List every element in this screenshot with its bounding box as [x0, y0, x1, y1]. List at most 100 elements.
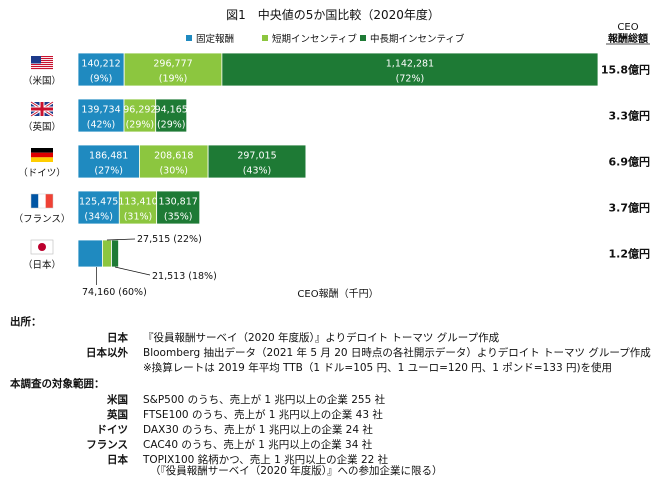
- flag-stripe: [31, 64, 53, 66]
- bar-value-label: 21,513 (18%): [152, 271, 217, 282]
- bar-segment: [77, 239, 103, 268]
- source-heading: 出所：: [10, 316, 42, 328]
- bar-value-label: 113,410: [118, 197, 157, 208]
- bar-percent-label: (29%): [157, 120, 186, 131]
- scope-key: 英国: [107, 409, 128, 421]
- chart-row: （ドイツ） 186,481 (27%) 208,618 (30%) 297,015 (43%…: [18, 144, 651, 179]
- bar-percent-label: (35%): [164, 212, 193, 223]
- scope-text: FTSE100 のうち、売上が 1 兆円以上の企業 43 社: [143, 409, 383, 421]
- country-label: （フランス）: [14, 213, 71, 225]
- flag-stripe: [31, 60, 53, 62]
- bar-segment: [77, 190, 120, 225]
- flag-band: [31, 157, 53, 162]
- flag-cross: [40, 102, 44, 116]
- bar-value-label: 139,734: [81, 105, 120, 116]
- flag-stripe: [31, 68, 53, 70]
- bar-segment: [156, 190, 201, 225]
- total-header-line: 報酬総額: [608, 32, 648, 45]
- bar-segment: [221, 52, 599, 87]
- flag-stripe: [31, 56, 53, 58]
- ceo-pay-chart: 図1 中央値の5か国比較（2020年度） 固定報酬 短期インセンティブ 中長期インセ…: [14, 7, 651, 300]
- source-key: 日本: [107, 332, 128, 344]
- flag-canton: [31, 56, 41, 64]
- bar-segment: [155, 98, 188, 133]
- bar-percent-label: (72%): [396, 74, 425, 85]
- legend-swatch: [186, 35, 192, 41]
- country-label: （米国）: [23, 75, 61, 87]
- scope-key: 日本: [107, 454, 128, 466]
- bar-percent-label: (27%): [94, 166, 123, 177]
- scope-text: DAX30 のうち、売上が 1 兆円以上の企業 24 社: [143, 424, 373, 436]
- bar-segment: [77, 144, 140, 179]
- bar-value-label: 186,481: [89, 151, 128, 162]
- country-label: （日本）: [23, 259, 61, 271]
- flag-band: [31, 148, 53, 153]
- source-text: 『役員報酬サーベイ（2020 年度版）』よりデロイト トーマツ グループ作成: [143, 332, 500, 344]
- flag-band: [31, 194, 39, 208]
- bar-value-label: 208,618: [154, 151, 193, 162]
- bar-percent-label: (19%): [159, 74, 188, 85]
- flag-band: [38, 194, 46, 208]
- chart-row: （日本） 74,160 (60%) 27,515 (22%) 21,513 (18%)…: [23, 234, 650, 298]
- bar-segment: [123, 52, 223, 87]
- total-value: 1.2億円: [609, 247, 651, 261]
- total-header-line: CEO: [617, 22, 638, 33]
- bar-value-label: 140,212: [81, 59, 120, 70]
- scope-text: TOPIX100 銘柄かつ、売上 1 兆円以上の企業 22 社: [143, 454, 389, 466]
- flag-border: [30, 193, 54, 209]
- bar-value-label: 130,817: [159, 197, 198, 208]
- bar-percent-label: (34%): [84, 212, 113, 223]
- germany-flag-icon: [31, 148, 53, 162]
- bar-value-label: 297,015: [237, 151, 276, 162]
- scope-text: CAC40 のうち、売上が 1 兆円以上の企業 34 社: [143, 439, 373, 451]
- leader-line: [106, 238, 136, 241]
- scope-text: （『役員報酬サーベイ（2020 年度版）』への参加企業に限る）: [150, 465, 443, 477]
- bar-segment: [123, 98, 157, 133]
- chart-row: （英国）139,734(42%)96,292(29%)94,165(29%)3.…: [23, 98, 650, 133]
- bar-percent-label: (42%): [87, 120, 116, 131]
- bar-value-label: 74,160 (60%): [82, 287, 147, 298]
- chart-row: （フランス） 125,475 (34%) 113,410 (31%) 130,817 (35…: [14, 190, 651, 225]
- france-flag-icon: [30, 193, 54, 209]
- leader-line: [114, 266, 151, 276]
- bar-segment: [207, 144, 307, 179]
- bar-segment: [77, 52, 125, 87]
- bar-value-label: 125,475: [79, 197, 118, 208]
- bar-value-label: 96,292: [123, 105, 156, 116]
- legend-label: 中長期インセンティブ: [370, 33, 465, 45]
- bar-value-label: 94,165: [155, 105, 188, 116]
- bar-value-label: 1,142,281: [386, 59, 434, 70]
- total-value: 15.8億円: [601, 63, 650, 77]
- total-value: 3.7億円: [609, 201, 651, 215]
- source-text: Bloomberg 抽出データ（2021 年 5 月 20 日時点の各社開示デー…: [143, 347, 651, 359]
- legend-swatch: [360, 35, 366, 41]
- bar-value-label: 296,777: [153, 59, 192, 70]
- legend-label: 固定報酬: [196, 33, 234, 45]
- scope-heading: 本調査の対象範囲：: [10, 378, 105, 390]
- flag-band: [45, 194, 53, 208]
- chart-row: （米国） 140,212 (9%) 296,777 (19%) 1,142,281 (72%…: [23, 52, 650, 87]
- flag-sun: [38, 243, 46, 251]
- uk-flag-icon: [30, 100, 54, 118]
- bar-percent-label: (31%): [124, 212, 153, 223]
- total-value: 6.9億円: [609, 155, 651, 169]
- source-text: ※換算レートは 2019 年平均 TTB（1 ドル=105 円、1 ユーロ=12…: [143, 362, 613, 374]
- us-flag-icon: [31, 56, 53, 70]
- bar-segment: [77, 98, 125, 133]
- scope-key: 米国: [107, 394, 128, 406]
- scope-key: フランス: [86, 439, 128, 451]
- bar-percent-label: (29%): [126, 120, 155, 131]
- scope-key: ドイツ: [96, 424, 129, 436]
- flag-stripe: [31, 66, 53, 68]
- flag-stripe: [31, 62, 53, 64]
- x-axis-label: CEO報酬（千円）: [297, 288, 378, 300]
- bar-percent-label: (30%): [159, 166, 188, 177]
- scope-text: S&P500 のうち、売上が 1 兆円以上の企業 255 社: [143, 394, 386, 406]
- country-label: （英国）: [23, 121, 61, 133]
- legend-swatch: [262, 35, 268, 41]
- japan-flag-icon: [30, 239, 54, 255]
- flag-band: [31, 152, 53, 158]
- country-label: （ドイツ）: [18, 167, 66, 179]
